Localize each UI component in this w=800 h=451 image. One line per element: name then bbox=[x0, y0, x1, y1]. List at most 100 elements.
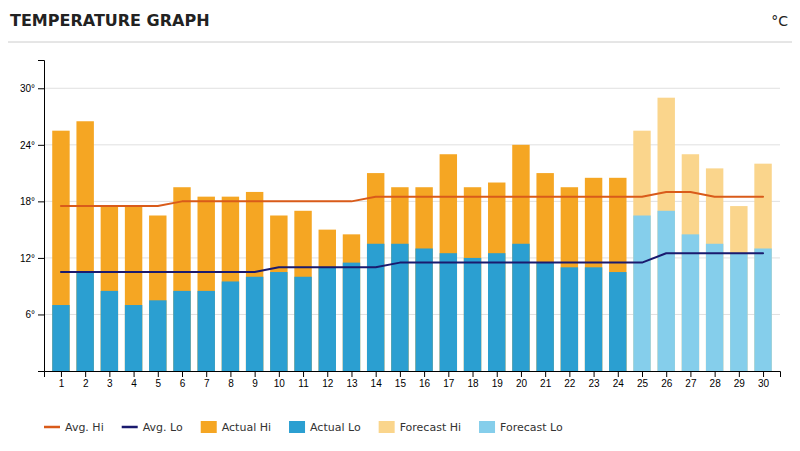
x-tick: 22 bbox=[564, 371, 576, 389]
bar bbox=[706, 168, 723, 371]
tick-mark bbox=[763, 371, 764, 377]
x-tick: 10 bbox=[274, 371, 286, 389]
bar bbox=[149, 216, 166, 372]
tick-label: 27 bbox=[685, 378, 697, 389]
bar bbox=[633, 131, 650, 371]
tick-label: 23 bbox=[589, 378, 601, 389]
tick-label: 3 bbox=[107, 378, 113, 389]
tick-mark bbox=[400, 371, 401, 377]
y-tick: 12° bbox=[20, 253, 44, 264]
tick-label: 26 bbox=[661, 378, 673, 389]
tick-label: 10 bbox=[274, 378, 286, 389]
tick-label: 5 bbox=[156, 378, 162, 389]
bar bbox=[415, 187, 432, 371]
bar bbox=[464, 187, 481, 371]
bar-series bbox=[633, 211, 771, 371]
x-tick: 28 bbox=[710, 371, 722, 389]
bar bbox=[52, 305, 69, 371]
legend: Avg. HiAvg. LoActual HiActual LoForecast… bbox=[44, 421, 563, 434]
bar bbox=[730, 253, 747, 371]
x-tick: 6 bbox=[180, 371, 186, 389]
tick-mark bbox=[642, 371, 643, 377]
x-tick: 8 bbox=[228, 371, 234, 389]
axis-line bbox=[38, 61, 45, 372]
tick-label: 24° bbox=[20, 140, 35, 151]
legend-item: Forecast Lo bbox=[479, 421, 563, 434]
title: TEMPERATURE GRAPH bbox=[10, 11, 210, 30]
tick-label: 15 bbox=[395, 378, 407, 389]
bar bbox=[585, 178, 602, 371]
x-tick: 16 bbox=[419, 371, 431, 389]
bar bbox=[488, 183, 505, 371]
bar bbox=[488, 253, 505, 371]
bar bbox=[512, 145, 529, 371]
bar bbox=[367, 244, 384, 371]
x-tick: 1 bbox=[59, 371, 65, 389]
bar bbox=[609, 272, 626, 371]
bar bbox=[367, 173, 384, 371]
x-tick: 17 bbox=[443, 371, 455, 389]
tick-mark bbox=[715, 371, 716, 377]
bar bbox=[657, 211, 674, 371]
x-tick: 13 bbox=[346, 371, 358, 389]
legend-item: Avg. Hi bbox=[44, 421, 104, 434]
tick-mark bbox=[376, 371, 377, 377]
bar bbox=[633, 216, 650, 372]
bar bbox=[76, 121, 93, 371]
bar bbox=[440, 253, 457, 371]
legend-item: Avg. Lo bbox=[122, 421, 183, 434]
tick-label: 11 bbox=[298, 378, 309, 389]
tick-mark bbox=[38, 314, 44, 315]
tick-label: 17 bbox=[443, 378, 455, 389]
bar bbox=[270, 272, 287, 371]
bar bbox=[294, 277, 311, 371]
tick-mark bbox=[521, 371, 522, 377]
tick-mark bbox=[545, 371, 546, 377]
bar bbox=[682, 154, 699, 371]
tick-mark bbox=[38, 88, 44, 89]
y-tick: 30° bbox=[20, 83, 44, 94]
tick-mark bbox=[351, 371, 352, 377]
legend-item: Actual Hi bbox=[201, 421, 271, 434]
tick-mark bbox=[618, 371, 619, 377]
legend-swatch bbox=[289, 421, 305, 433]
bar bbox=[222, 281, 239, 371]
y-axis: 6°12°18°24°30° bbox=[20, 61, 45, 372]
bar bbox=[125, 305, 142, 371]
x-tick: 12 bbox=[322, 371, 334, 389]
tick-label: 30° bbox=[20, 83, 35, 94]
bar bbox=[730, 206, 747, 371]
bar bbox=[101, 291, 118, 371]
tick-label: 12° bbox=[20, 253, 35, 264]
bar bbox=[246, 192, 263, 371]
legend-swatch bbox=[44, 426, 60, 429]
tick-mark bbox=[230, 371, 231, 377]
bar bbox=[391, 187, 408, 371]
bar bbox=[609, 178, 626, 371]
legend-label: Avg. Hi bbox=[65, 421, 104, 434]
bar bbox=[536, 263, 553, 371]
x-tick: 4 bbox=[131, 371, 137, 389]
tick-mark bbox=[473, 371, 474, 377]
bar bbox=[294, 211, 311, 371]
tick-label: 14 bbox=[371, 378, 383, 389]
bar bbox=[657, 98, 674, 371]
x-tick: 25 bbox=[637, 371, 649, 389]
bar bbox=[343, 263, 360, 371]
x-tick: 30 bbox=[758, 371, 770, 389]
tick-label: 6 bbox=[180, 378, 186, 389]
tick-label: 16 bbox=[419, 378, 431, 389]
tick-label: 13 bbox=[346, 378, 358, 389]
bar bbox=[536, 173, 553, 371]
tick-mark bbox=[206, 371, 207, 377]
tick-mark bbox=[158, 371, 159, 377]
tick-mark bbox=[38, 258, 44, 259]
tick-label: 29 bbox=[734, 378, 746, 389]
tick-label: 4 bbox=[131, 378, 137, 389]
legend-swatch bbox=[379, 421, 395, 433]
tick-mark bbox=[303, 371, 304, 377]
legend-swatch bbox=[479, 421, 495, 433]
tick-label: 28 bbox=[710, 378, 722, 389]
x-tick: 24 bbox=[613, 371, 625, 389]
legend-swatch bbox=[201, 421, 217, 433]
